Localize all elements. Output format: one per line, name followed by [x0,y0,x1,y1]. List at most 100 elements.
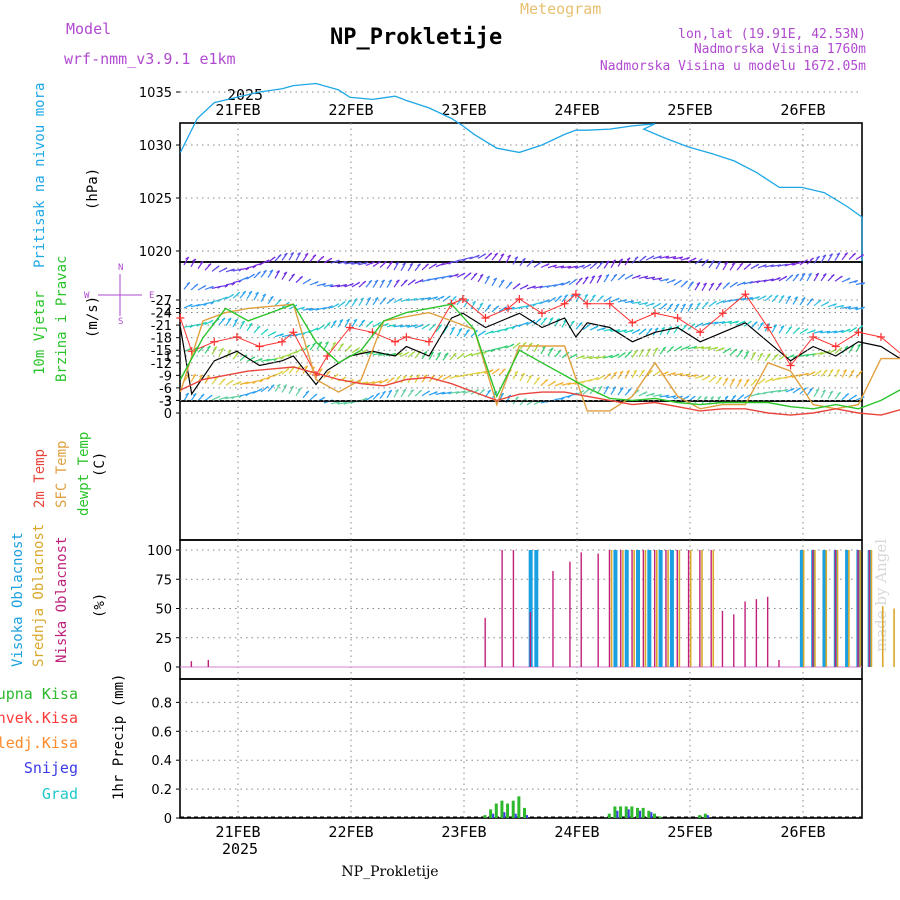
wind-arrowhead [724,261,728,265]
precip-total-bar [511,800,515,818]
wind-arrowhead [514,370,519,374]
wind-arrowhead [476,254,480,258]
wind-arrow [218,284,229,288]
wind-arrow [785,295,792,305]
precip-total-bar [703,813,707,818]
wind-arrowhead [836,369,840,372]
wind-arrowhead [672,395,677,399]
wind-arrowhead [726,282,730,286]
wind-arrow [589,356,600,359]
wind-arrow [204,375,211,384]
wind-arrowhead [382,390,386,394]
wind-arrowhead [844,252,848,256]
wind-arrowhead [353,298,358,302]
wind-arrowhead [419,279,424,283]
wind-arrowhead [299,275,303,279]
wind-arrow [596,274,603,284]
wind-arrowhead [224,284,229,288]
cloud-low-bar [744,601,746,667]
wind-arrowhead [745,350,750,354]
wind-arrowhead [636,328,641,332]
temp-tick-label: -6 [159,382,172,397]
wind-arrowhead [203,321,207,325]
wind-arrowhead [704,301,709,305]
wind-arrowhead [684,280,688,284]
wind-gust-marker [504,304,513,313]
wind-arrow [232,318,239,328]
cloud-low-bar [710,550,712,667]
precip-snow-bar [492,813,495,818]
wind-arrowhead [790,387,795,391]
wind-arrowhead [712,376,717,379]
wind-arrowhead [613,371,618,375]
wind-arrowhead [634,256,639,260]
wind-arrowhead [774,294,779,298]
wind-arrow [239,320,246,330]
compass-n: N [118,263,123,273]
wind-arrow [330,341,337,351]
wind-arrow [407,263,414,272]
wind-arrow [337,319,344,328]
wind-arrowhead [263,269,267,273]
wind-arrowhead [698,258,703,262]
wind-arrowhead [740,394,745,398]
wind-arrowhead [220,347,224,351]
date-bottom-3: 24FEB [554,823,599,841]
wind-arrowhead [417,263,421,267]
wind-arrowhead [467,272,472,276]
cloud-low-bar [868,550,871,667]
wind-arrowhead [378,380,382,384]
pressure-ylabel: Pritisak na nivou mora [32,83,48,268]
dewpt-ylabel: dewpt Temp [76,432,92,516]
precip-total-bar [494,803,498,818]
wind-arrowhead [406,324,411,328]
wind-arrowhead [215,265,220,269]
wind-arrowhead [812,329,816,333]
precip-total-bar [500,800,504,818]
precip-total-bar [506,803,510,818]
precip-total-bar [652,813,656,818]
cloud-tick-label: 75 [155,573,172,588]
wind-arrow [463,298,470,308]
wind-arrowhead [619,258,623,262]
wind-arrowhead [689,303,693,307]
wind-arrowhead [697,395,702,399]
t2m-ylabel: 2m Temp [32,449,48,508]
wind-arrowhead [516,342,521,346]
wind-arrowhead [283,384,287,388]
wind-arrowhead [724,395,729,399]
wind-arrowhead [741,281,746,285]
wind-arrowhead [462,390,467,394]
wind-arrow [253,379,264,383]
wind-arrowhead [396,375,401,379]
wind-arrow [631,301,642,304]
wind-arrowhead [837,391,841,395]
wind-unit: (m/s) [85,296,101,338]
wind-arrowhead [623,329,628,333]
wind-arrowhead [538,261,542,265]
wind-arrowhead [283,252,288,256]
wind-arrowhead [741,320,746,324]
legend-frozen-rain: Zaledj.Kisa [0,734,78,752]
wind-arrowhead [630,300,635,304]
wind-gust-marker [323,352,332,360]
wind-arrowhead [803,387,807,391]
precip-total-bar [517,796,521,818]
wind-arrowhead [612,259,616,263]
wind-arrow [323,341,330,350]
wind-arrowhead [276,383,281,387]
wind-arrow [365,297,372,306]
wind-arrow [358,297,365,306]
wind-arrowhead [644,275,649,279]
wind-arrowhead [496,368,500,372]
wind-arrowhead [340,343,344,347]
wind-arrow [428,351,435,360]
wind-arrowhead [525,321,529,325]
wind-gust-marker [809,333,818,341]
wind-arrowhead [609,354,613,358]
wind-arrowhead [788,326,793,330]
wind-arrowhead [598,385,603,389]
wind-arrowhead [843,369,847,373]
wind-arrowhead [374,297,379,300]
cloud-mid-bar [644,550,647,667]
